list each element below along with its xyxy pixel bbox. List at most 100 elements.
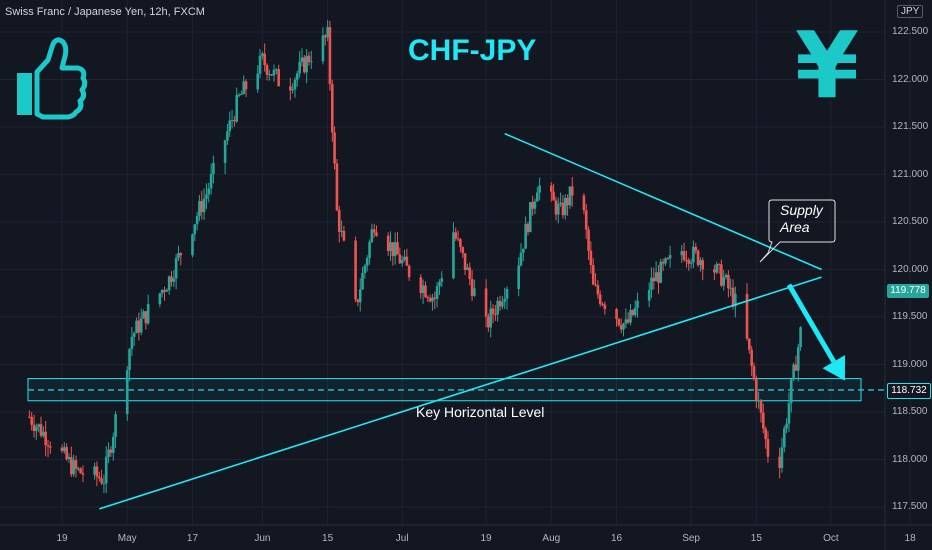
candle-body (496, 300, 499, 315)
candle-body (368, 241, 371, 259)
candle-body (454, 232, 458, 239)
candle-body (333, 132, 336, 164)
candle-body (538, 185, 541, 193)
candle-body (237, 94, 241, 96)
candle-body (489, 308, 493, 328)
candle-body (633, 307, 637, 315)
candle-body (79, 468, 82, 474)
candle-body (778, 456, 781, 468)
candle-body (561, 202, 565, 216)
candle-body (95, 466, 99, 477)
candle-body (167, 276, 171, 291)
candle-body (519, 252, 523, 266)
candle-body (179, 253, 183, 256)
forecast-arrow (786, 283, 846, 381)
price-tick-label: 118.000 (892, 453, 928, 465)
candle-body (452, 232, 455, 279)
price-tick-label: 120.000 (892, 263, 929, 275)
candle-body (748, 338, 751, 350)
thumbs-up-icon (17, 37, 88, 120)
candle-body (361, 273, 364, 290)
candle-body (67, 457, 71, 460)
candle-body (335, 163, 339, 211)
key-level-label: Key Horizontal Level (416, 404, 545, 420)
candle-body (296, 73, 299, 80)
candle-body (330, 84, 334, 133)
candle-body (517, 265, 520, 290)
candle-body (426, 297, 430, 299)
candle-body (160, 289, 164, 294)
candle-body (780, 447, 784, 468)
yen-icon: ¥ (795, 12, 859, 119)
candle-body (291, 89, 294, 91)
grid-lines (0, 0, 911, 525)
candle-body (594, 284, 597, 286)
candle-body (582, 195, 586, 211)
candle-body (531, 202, 534, 209)
candle-body (30, 416, 33, 425)
candle-body (132, 333, 136, 337)
candle-body (60, 447, 64, 452)
candle-body (207, 188, 211, 195)
candle-body (270, 74, 273, 76)
candle-body (794, 364, 798, 371)
candle-body (783, 428, 786, 448)
last-price-tag: 119.778 (887, 283, 929, 298)
candle-body (431, 297, 434, 302)
candle-body (615, 309, 618, 319)
candle-body (463, 253, 467, 270)
supply-area-label: Supply Area (780, 202, 823, 236)
candle-body (685, 259, 688, 261)
candle-body (559, 202, 562, 205)
candle-body (494, 314, 497, 316)
time-tick-label: Sep (682, 533, 700, 544)
candle-body (389, 242, 392, 251)
candle-body (626, 319, 630, 323)
candle-body (65, 447, 68, 460)
candle-body (787, 403, 791, 424)
candle-body (356, 299, 360, 303)
price-tick-label: 118.500 (892, 406, 928, 417)
key-level-price-tag: 118.732 (887, 382, 931, 399)
candle-body (501, 301, 504, 307)
candle-body (342, 230, 346, 241)
symbol-header[interactable]: Swiss Franc / Japanese Yen, 12h, FXCM (5, 6, 205, 18)
currency-badge[interactable]: JPY (897, 5, 924, 18)
candle-body (503, 298, 506, 302)
candle-body (170, 276, 173, 282)
forecast-arrow-shaft (786, 283, 836, 363)
candle-body (601, 303, 604, 305)
candle-body (70, 457, 73, 475)
candle-body (433, 297, 437, 299)
candle-body (81, 473, 85, 475)
time-tick-label: May (117, 533, 137, 544)
candle-body (659, 261, 663, 283)
candle-body (657, 272, 660, 283)
candle-body (419, 277, 423, 294)
candle-body (256, 73, 260, 90)
candle-body (624, 319, 628, 324)
candle-body (650, 277, 653, 290)
forecast-arrow-head (822, 355, 846, 381)
candle-body (205, 194, 208, 199)
candle-body (307, 55, 311, 63)
candle-body (785, 423, 788, 429)
candle-body (391, 242, 395, 257)
candle-body (109, 449, 113, 453)
candle-body (193, 224, 197, 235)
falling-trendline (504, 132, 822, 271)
candle-body (526, 223, 530, 233)
candle-body (498, 300, 502, 307)
supply-label-line2: Area (780, 219, 810, 235)
candle-body (323, 35, 327, 38)
candle-body (258, 55, 262, 74)
candle-body (240, 94, 243, 96)
candle-body (303, 57, 306, 73)
price-tick-label: 119.000 (892, 358, 928, 370)
candle-body (682, 251, 686, 260)
candle-body (63, 447, 66, 452)
candle-body (226, 131, 229, 141)
candle-body (664, 258, 667, 264)
candle-body (74, 460, 78, 469)
